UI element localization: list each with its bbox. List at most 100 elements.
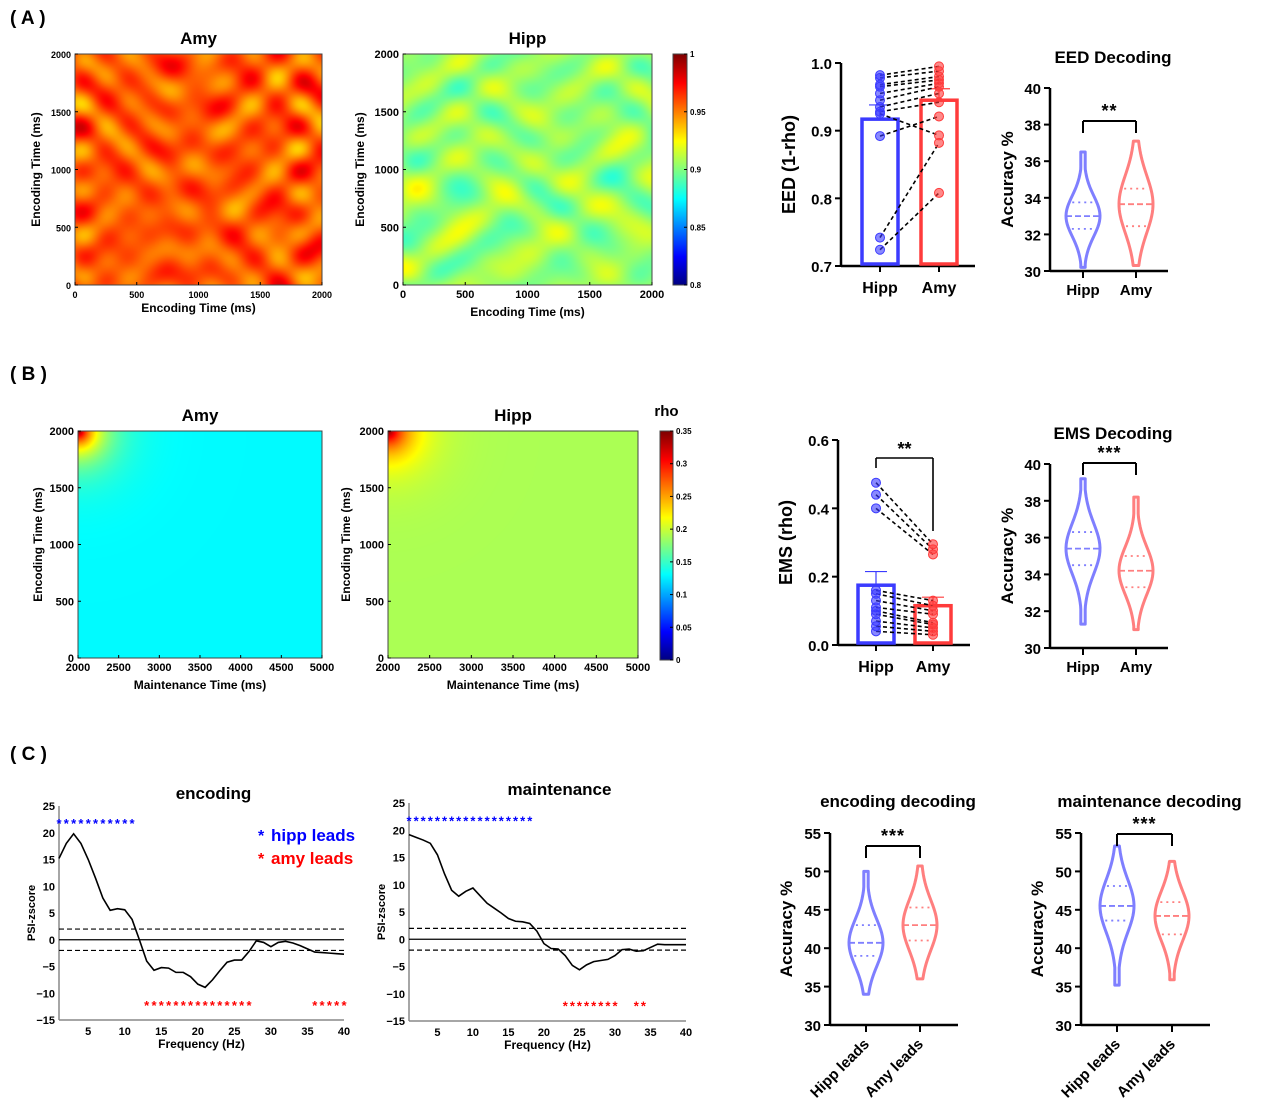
x-tick-label: 5000 bbox=[310, 662, 334, 674]
colorbar bbox=[660, 431, 673, 660]
x-tick-label: 40 bbox=[338, 1026, 350, 1038]
y-tick-label: 1500 bbox=[360, 483, 384, 495]
hipp-leads-marker: * bbox=[527, 813, 533, 828]
y-tick-label: 30 bbox=[1024, 641, 1041, 658]
amy-leads-marker: * bbox=[312, 998, 318, 1013]
amy-leads-marker: * bbox=[159, 998, 165, 1013]
y-axis-label: Encoding Time (ms) bbox=[31, 487, 45, 601]
y-tick-label: 0.8 bbox=[811, 191, 832, 208]
amy-leads-marker: * bbox=[591, 999, 597, 1014]
data-point bbox=[871, 489, 881, 500]
x-tick-label: 25 bbox=[228, 1026, 240, 1038]
legend-label: hipp leads bbox=[271, 826, 355, 845]
y-tick-label: 1500 bbox=[375, 107, 399, 119]
significance-stars: *** bbox=[1132, 814, 1156, 834]
amy-leads-marker: * bbox=[225, 998, 231, 1013]
hipp-leads-marker: * bbox=[449, 813, 455, 828]
x-tick-label: 2000 bbox=[312, 290, 332, 300]
y-tick-label: 1000 bbox=[50, 540, 74, 552]
amy-leads-marker: * bbox=[341, 998, 347, 1013]
y-tick-label: 34 bbox=[1024, 567, 1041, 584]
x-tick-label: 0 bbox=[72, 290, 77, 300]
amy-leads-marker: * bbox=[210, 998, 216, 1013]
colorbar-label: rho bbox=[654, 403, 678, 420]
significance-stars: ** bbox=[897, 439, 911, 459]
colorbar-tick-label: 0.15 bbox=[676, 558, 692, 567]
legend-marker: * bbox=[258, 851, 265, 868]
pair-line bbox=[879, 92, 940, 108]
y-tick-label: 40 bbox=[804, 941, 821, 958]
y-tick-label: 32 bbox=[1024, 604, 1041, 621]
x-tick-label: Amy leads bbox=[1114, 1036, 1179, 1101]
amy-leads-marker: * bbox=[598, 999, 604, 1014]
pair-line bbox=[875, 606, 934, 616]
y-tick-label: 1500 bbox=[51, 108, 71, 118]
colorbar-tick-label: 0.8 bbox=[690, 281, 702, 290]
hipp-leads-marker: * bbox=[485, 813, 491, 828]
y-tick-label: 500 bbox=[366, 596, 384, 608]
x-tick-label: Hipp bbox=[862, 280, 898, 297]
data-point bbox=[928, 629, 938, 640]
y-tick-label: 50 bbox=[1055, 864, 1072, 881]
heatmap-hipp-1 bbox=[403, 54, 652, 285]
pair-line bbox=[875, 625, 934, 633]
x-tick-label: Hipp bbox=[858, 659, 894, 676]
pair-line bbox=[875, 589, 934, 602]
psi-curve bbox=[408, 833, 686, 971]
y-tick-label: 30 bbox=[1024, 264, 1041, 281]
heatmap-frame bbox=[402, 53, 653, 286]
pair-line bbox=[875, 482, 934, 545]
violin-hipp-leads bbox=[1098, 844, 1136, 987]
data-point bbox=[934, 97, 944, 108]
x-tick-label: 0 bbox=[400, 289, 406, 301]
y-axis-label: PSI-zscore bbox=[26, 885, 38, 941]
heatmap-amy-4 bbox=[78, 431, 322, 658]
colorbar-tick-label: 0.2 bbox=[676, 525, 688, 534]
amy-leads-marker: * bbox=[570, 999, 576, 1014]
hipp-leads-marker: * bbox=[435, 813, 441, 828]
hipp-leads-marker: * bbox=[513, 813, 519, 828]
y-tick-label: 0.7 bbox=[811, 259, 832, 276]
heatmap-frame bbox=[387, 430, 639, 659]
amy-leads-marker: * bbox=[246, 998, 252, 1013]
y-tick-label: 40 bbox=[1055, 941, 1072, 958]
pair-line bbox=[879, 75, 940, 86]
y-tick-label: 1.0 bbox=[811, 56, 832, 73]
y-tick-label: 1500 bbox=[50, 483, 74, 495]
panel-label-a: ( A ) bbox=[10, 8, 46, 29]
significance-stars: *** bbox=[1097, 443, 1121, 463]
x-tick-label: 25 bbox=[573, 1027, 585, 1039]
x-tick-label: 40 bbox=[680, 1027, 692, 1039]
x-tick-label: 30 bbox=[609, 1027, 621, 1039]
y-tick-label: 25 bbox=[43, 801, 55, 813]
pair-line bbox=[875, 610, 934, 624]
data-point bbox=[934, 137, 944, 148]
y-tick-label: −5 bbox=[42, 962, 55, 974]
x-tick-label: 20 bbox=[192, 1026, 204, 1038]
y-tick-label: 10 bbox=[43, 881, 55, 893]
y-tick-label: 2000 bbox=[51, 50, 71, 60]
legend-marker: * bbox=[258, 828, 265, 845]
violin-amy-leads bbox=[901, 864, 939, 981]
data-point bbox=[934, 187, 944, 198]
x-tick-label: 30 bbox=[265, 1026, 277, 1038]
panel-label-c: ( C ) bbox=[10, 744, 47, 765]
pair-line bbox=[879, 82, 940, 95]
amy-leads-marker: * bbox=[327, 998, 333, 1013]
y-tick-label: 20 bbox=[393, 825, 405, 837]
hipp-leads-marker: * bbox=[115, 816, 121, 831]
pair-line bbox=[879, 70, 940, 79]
heatmap-title: Amy bbox=[180, 29, 217, 48]
significance-stars: ** bbox=[1101, 101, 1117, 121]
y-tick-label: 15 bbox=[43, 855, 55, 867]
y-tick-label: 0 bbox=[399, 934, 405, 946]
data-point bbox=[871, 477, 881, 488]
y-tick-label: −10 bbox=[36, 988, 55, 1000]
pair-line bbox=[875, 494, 934, 550]
x-tick-label: 1500 bbox=[578, 289, 602, 301]
violin-hipp bbox=[1064, 150, 1102, 269]
x-axis-label: Maintenance Time (ms) bbox=[134, 678, 266, 692]
amy-leads-marker: * bbox=[144, 998, 150, 1013]
y-tick-label: 500 bbox=[56, 596, 74, 608]
amy-leads-marker: * bbox=[577, 999, 583, 1014]
